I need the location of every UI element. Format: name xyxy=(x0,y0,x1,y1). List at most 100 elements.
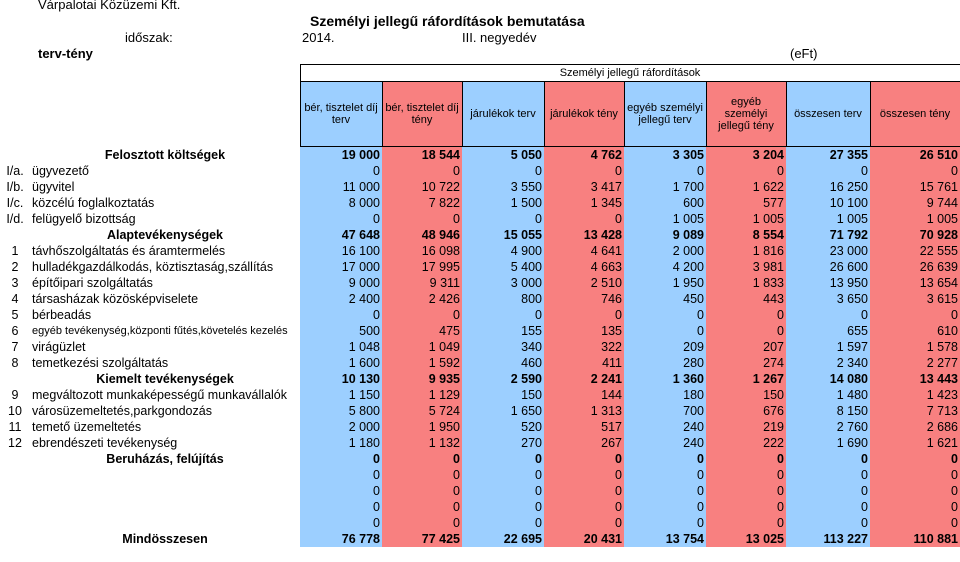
value-cell: 0 xyxy=(462,211,544,227)
value-cell: 1 950 xyxy=(382,419,462,435)
value-cell: 5 724 xyxy=(382,403,462,419)
table-caption: Személyi jellegű ráfordítások xyxy=(299,64,960,82)
value-cell: 11 000 xyxy=(300,179,382,195)
row-code: 6 xyxy=(11,324,19,338)
value-cell: 0 xyxy=(624,323,706,339)
table-row: I/b. ügyvitel 11 000 10 722 3 550 3 417 1 700 1… xyxy=(0,179,960,195)
value-cell: 0 xyxy=(462,499,544,515)
table-row: 9 megváltozott munkaképességű munkavállal… xyxy=(0,387,960,403)
value-cell: 1 048 xyxy=(300,339,382,355)
value-cell: 1 345 xyxy=(544,195,624,211)
value-cell: 1 313 xyxy=(544,403,624,419)
unit-label: (eFt) xyxy=(790,46,818,61)
value-cell: 16 250 xyxy=(786,179,870,195)
value-cell: 0 xyxy=(706,483,786,499)
value-cell: 0 xyxy=(624,467,706,483)
table-row: 6 egyéb tevékenység,központi fűtés,követe… xyxy=(0,323,960,339)
row-label: társasházak közösképviselete xyxy=(32,292,199,306)
table-row: 4 társasházak közösképviselete 2 400 2 426 8… xyxy=(0,291,960,307)
row-code: I/b. xyxy=(6,180,24,194)
value-cell: 1 150 xyxy=(300,387,382,403)
row-code xyxy=(0,227,30,243)
row-label xyxy=(30,515,300,531)
value-cell: 1 650 xyxy=(462,403,544,419)
value-cell: 240 xyxy=(624,435,706,451)
value-cell: 0 xyxy=(870,451,960,467)
value-cell: 520 xyxy=(462,419,544,435)
value-cell: 240 xyxy=(624,419,706,435)
value-cell: 0 xyxy=(382,515,462,531)
value-cell: 3 000 xyxy=(462,275,544,291)
value-cell: 9 744 xyxy=(870,195,960,211)
table-row: 11 temető üzemeltetés 2 000 1 950 520 517 240 2… xyxy=(0,419,960,435)
value-cell: 15 055 xyxy=(462,227,544,243)
value-cell: 1 621 xyxy=(870,435,960,451)
row-label: virágüzlet xyxy=(32,340,86,354)
period-label: időszak: xyxy=(125,30,173,45)
value-cell: 207 xyxy=(706,339,786,355)
value-cell: 700 xyxy=(624,403,706,419)
value-cell: 71 792 xyxy=(786,227,870,243)
value-cell: 0 xyxy=(624,483,706,499)
row-label xyxy=(30,467,300,483)
value-cell: 1 578 xyxy=(870,339,960,355)
value-cell: 3 550 xyxy=(462,179,544,195)
value-cell: 443 xyxy=(706,291,786,307)
value-cell: 0 xyxy=(462,307,544,323)
row-label: temető üzemeltetés xyxy=(32,420,142,434)
value-cell: 1 129 xyxy=(382,387,462,403)
row-label: Alaptevékenységek xyxy=(106,228,224,242)
value-cell: 1 690 xyxy=(786,435,870,451)
value-cell: 0 xyxy=(870,467,960,483)
value-cell: 26 639 xyxy=(870,259,960,275)
row-code xyxy=(0,451,30,467)
table-row: 3 építőipari szolgáltatás 9 000 9 311 3 000 2… xyxy=(0,275,960,291)
value-cell: 1 700 xyxy=(624,179,706,195)
value-cell: 2 760 xyxy=(786,419,870,435)
row-code xyxy=(0,147,30,164)
table-row: I/c. közcélú foglalkoztatás 8 000 7 822 1 50… xyxy=(0,195,960,211)
value-cell: 4 762 xyxy=(544,146,624,163)
value-cell: 1 005 xyxy=(624,211,706,227)
value-cell: 0 xyxy=(382,499,462,515)
value-cell: 13 654 xyxy=(870,275,960,291)
row-label xyxy=(30,499,300,515)
value-cell: 610 xyxy=(870,323,960,339)
value-cell: 2 686 xyxy=(870,419,960,435)
value-cell: 450 xyxy=(624,291,706,307)
value-cell: 150 xyxy=(462,387,544,403)
value-cell: 0 xyxy=(382,467,462,483)
value-cell: 0 xyxy=(300,451,382,467)
value-cell: 0 xyxy=(870,163,960,179)
row-code: 11 xyxy=(8,420,22,434)
value-cell: 7 713 xyxy=(870,403,960,419)
row-code: 9 xyxy=(11,388,19,402)
value-cell: 219 xyxy=(706,419,786,435)
value-cell: 70 928 xyxy=(870,227,960,243)
value-cell: 0 xyxy=(786,499,870,515)
value-cell: 800 xyxy=(462,291,544,307)
value-cell: 9 311 xyxy=(382,275,462,291)
row-label: hulladékgazdálkodás, köztisztaság,szállí… xyxy=(32,260,274,274)
value-cell: 0 xyxy=(544,467,624,483)
column-header: egyéb személyi jellegű terv xyxy=(623,81,707,147)
table-row: 12 ebrendészeti tevékenység 1 180 1 132 270 2… xyxy=(0,435,960,451)
row-label: temetkezési szolgáltatás xyxy=(32,356,169,370)
value-cell: 0 xyxy=(786,467,870,483)
value-cell: 8 554 xyxy=(706,227,786,243)
value-cell: 0 xyxy=(870,499,960,515)
value-cell: 1 622 xyxy=(706,179,786,195)
value-cell: 0 xyxy=(544,483,624,499)
row-label: felügyelő bizottság xyxy=(32,212,136,226)
value-cell: 0 xyxy=(706,163,786,179)
value-cell: 0 xyxy=(786,451,870,467)
row-label: ebrendészeti tevékenység xyxy=(32,436,178,450)
cost-table: Személyi jellegű ráfordítások bér, tiszt… xyxy=(0,64,960,547)
value-cell: 8 000 xyxy=(300,195,382,211)
value-cell: 1 360 xyxy=(624,371,706,387)
value-cell: 2 590 xyxy=(462,371,544,387)
plan-actual-label: terv-tény xyxy=(38,46,93,61)
value-cell: 1 480 xyxy=(786,387,870,403)
value-cell: 0 xyxy=(624,499,706,515)
